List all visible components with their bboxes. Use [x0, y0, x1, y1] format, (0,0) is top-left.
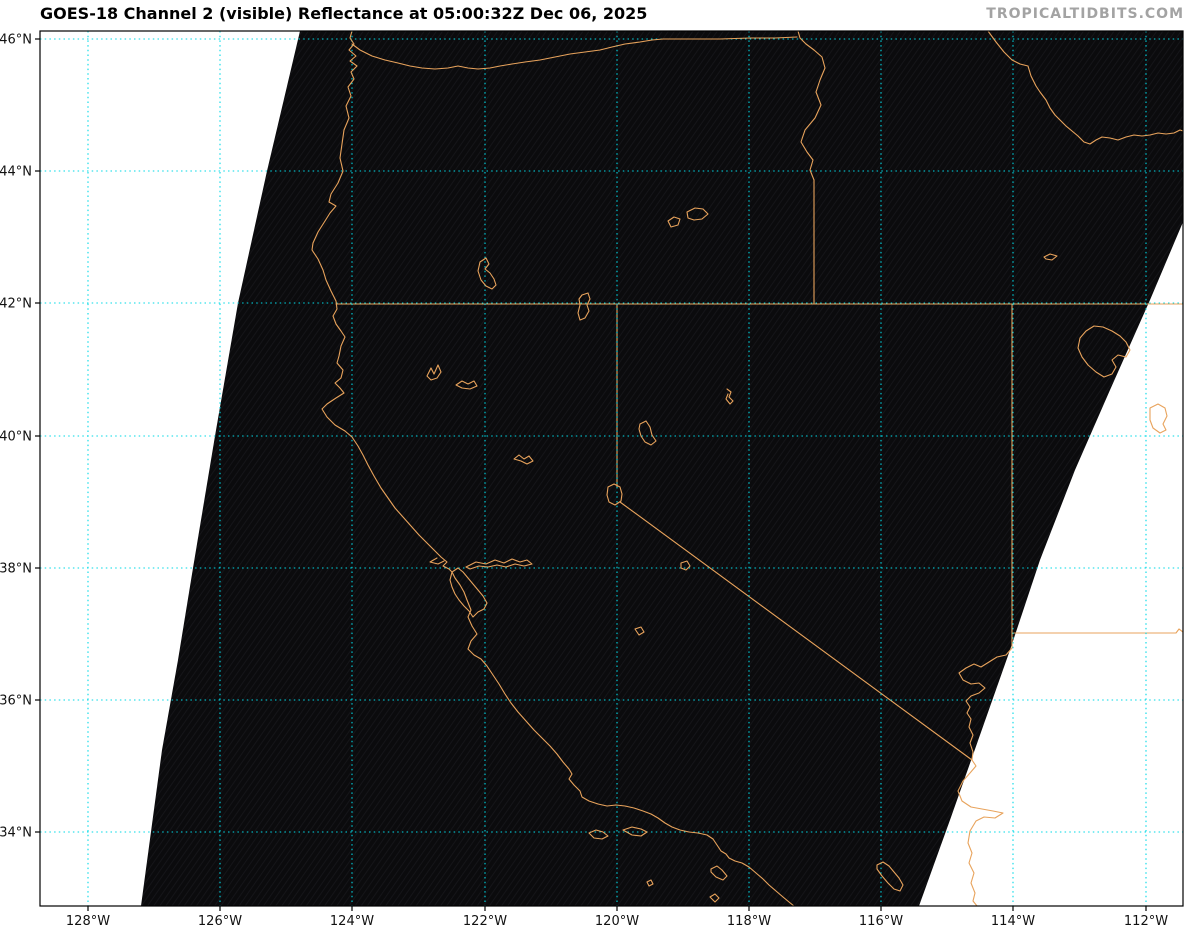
y-tick-label: 44°N [0, 165, 32, 180]
x-axis-labels: 128°W 126°W 124°W 122°W 120°W 118°W 116°W 114°W… [66, 914, 1168, 929]
y-tick-label: 46°N [0, 33, 32, 48]
island-catalina [710, 865, 728, 881]
gridlines [40, 31, 1183, 906]
coastline-west [311, 31, 795, 906]
lake-tahoe [606, 483, 623, 506]
y-tick-label: 42°N [0, 297, 32, 312]
y-tick-label: 38°N [0, 562, 32, 577]
border-wa-or-columbia [351, 36, 798, 70]
x-tick-label: 124°W [330, 914, 374, 929]
lake-malheur-east [686, 207, 709, 221]
border-or-id-snake [797, 31, 826, 305]
point-reyes [429, 557, 445, 565]
lake-pyramid [638, 420, 657, 446]
y-axis-labels: 46°N 44°N 42°N 40°N 38°N 36°N 34°N [0, 33, 32, 841]
lake-klamath [477, 257, 497, 290]
satellite-swath [141, 31, 1183, 906]
x-tick-label: 114°W [991, 914, 1035, 929]
border-id-mt [987, 31, 1183, 145]
river-colorado-north [958, 632, 1013, 761]
island-san-miguel-rosa [588, 829, 609, 840]
lake-almanor [455, 380, 478, 390]
island-san-clemente [709, 893, 720, 903]
lake-millerton [634, 626, 645, 636]
border-ut-az-37n [1011, 628, 1183, 634]
salton-sea [876, 861, 904, 892]
x-tick-label: 122°W [463, 914, 507, 929]
y-tick-label: 34°N [0, 826, 32, 841]
lake-shasta [426, 364, 442, 381]
axis-frame [39, 30, 1184, 907]
watermark: TROPICALTIDBITS.COM [986, 6, 1184, 22]
lake-walcott [1043, 253, 1058, 261]
lake-goose [577, 292, 591, 321]
x-tick-label: 116°W [859, 914, 903, 929]
lake-mono [680, 560, 691, 571]
y-tick-label: 40°N [0, 430, 32, 445]
x-tick-label: 128°W [66, 914, 110, 929]
sf-bay [449, 567, 488, 618]
lake-malheur-west [667, 216, 681, 228]
sacramento-delta [465, 558, 533, 570]
island-santa-barbara [646, 879, 654, 887]
lake-oroville [513, 454, 534, 465]
river-colorado-south [957, 759, 1004, 906]
map-borders [335, 303, 1183, 761]
axis-ticks [35, 38, 1147, 911]
great-salt-lake [1077, 325, 1131, 378]
x-tick-label: 120°W [595, 914, 639, 929]
border-ca-nv-diagonal [619, 501, 973, 761]
x-tick-label: 112°W [1124, 914, 1168, 929]
map-coastlines [311, 31, 1183, 906]
x-tick-label: 118°W [727, 914, 771, 929]
humboldt-sink [725, 388, 734, 405]
x-tick-label: 126°W [198, 914, 242, 929]
plot-title: GOES-18 Channel 2 (visible) Reflectance … [40, 4, 648, 23]
y-tick-label: 36°N [0, 694, 32, 709]
island-santa-cruz [622, 826, 648, 837]
utah-lake [1149, 403, 1168, 434]
